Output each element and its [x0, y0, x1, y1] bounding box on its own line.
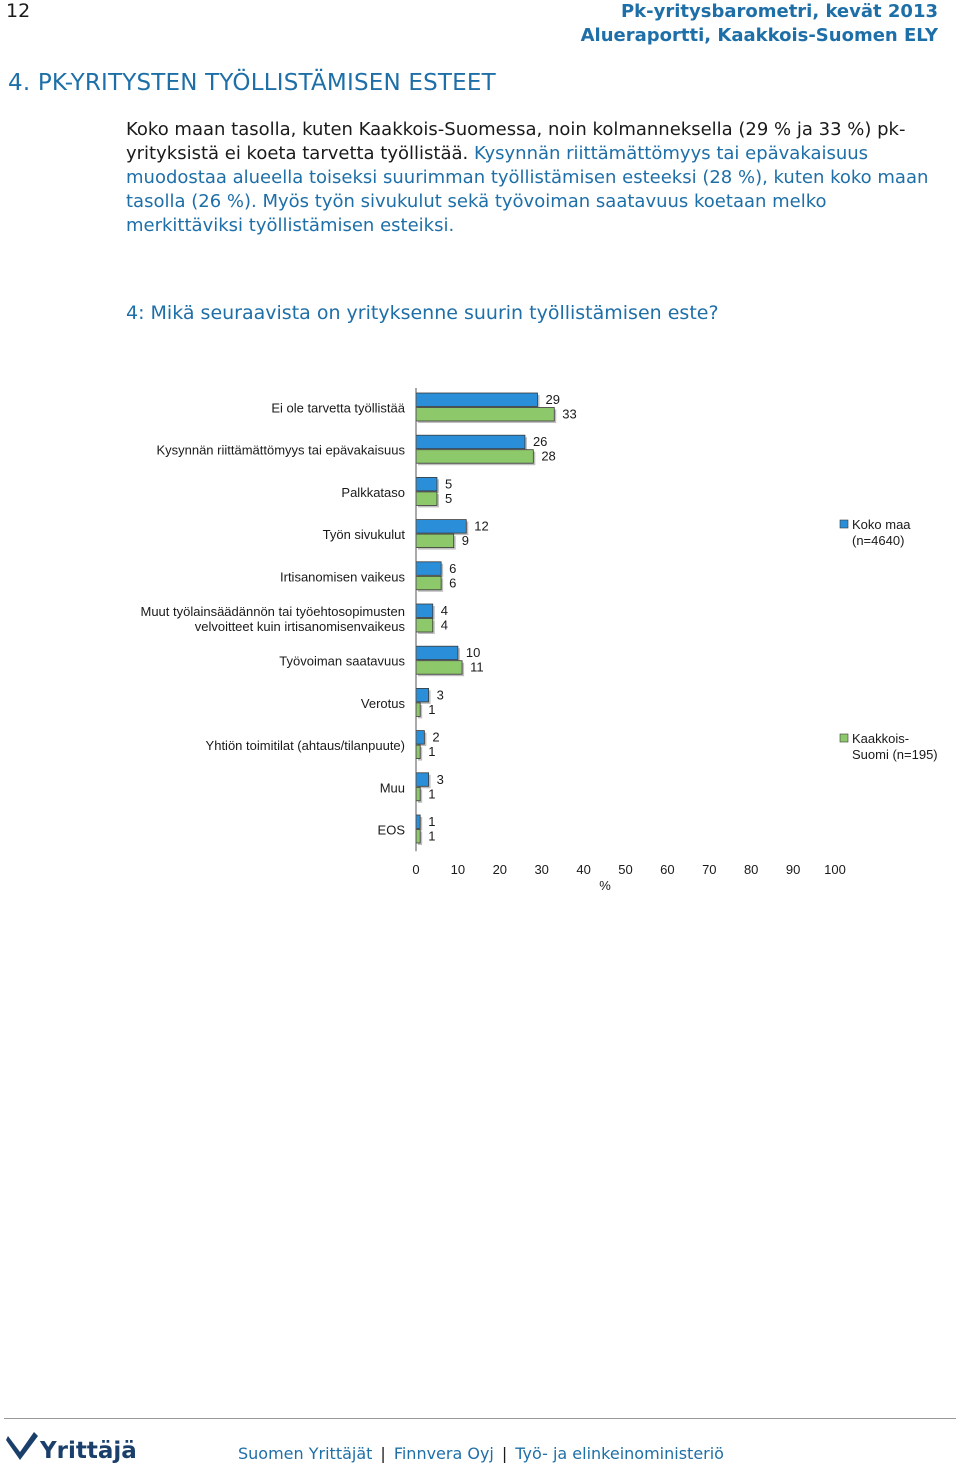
category-label: Työn sivukulut: [323, 527, 406, 542]
bar-koko-maa: [415, 730, 425, 745]
x-tick-label: 100: [824, 862, 846, 877]
paragraph-part-4: Myös työn sivukulut sekä työvoiman saata…: [126, 191, 827, 236]
category-label: velvoitteet kuin irtisanomisenvaikeus: [195, 619, 406, 634]
bar-kaakkois-suomi: [415, 702, 421, 717]
bar-kaakkois-suomi: [415, 575, 442, 591]
bar-kaakkois-suomi: [415, 449, 534, 464]
category-label: Irtisanomisen vaikeus: [280, 569, 405, 584]
category-label: Kysynnän riittämättömyys tai epävakaisuu…: [156, 443, 405, 458]
x-tick-label: 10: [451, 862, 465, 877]
x-tick-label: 20: [493, 862, 507, 877]
data-label: 28: [541, 449, 555, 464]
data-label: 29: [546, 392, 560, 407]
category-label: Yhtiön toimitilat (ahtaus/tilanpuute): [206, 738, 405, 753]
data-label: 4: [441, 618, 448, 633]
body-paragraph: Koko maan tasolla, kuten Kaakkois-Suomes…: [126, 118, 938, 238]
legend-label: Kaakkois-: [852, 731, 909, 746]
bar-koko-maa: [415, 645, 459, 661]
x-tick-label: 40: [576, 862, 590, 877]
bar-koko-maa: [415, 392, 538, 407]
category-label: Työvoiman saatavuus: [279, 654, 405, 669]
legend-label: Koko maa: [852, 517, 911, 532]
bar-kaakkois-suomi: [415, 786, 421, 802]
report-title: Pk-yritysbarometri, kevät 2013: [620, 1, 938, 22]
report-subtitle: Alueraportti, Kaakkois-Suomen ELY: [580, 25, 938, 46]
data-label: 1: [428, 744, 435, 759]
bar-kaakkois-suomi: [415, 407, 555, 422]
data-label: 1: [428, 702, 435, 717]
data-label: 12: [474, 519, 488, 534]
data-label: 6: [449, 575, 456, 590]
footer-publisher-2: Finnvera Oyj: [393, 1444, 494, 1463]
bar-koko-maa: [415, 519, 467, 534]
bar-kaakkois-suomi: [415, 829, 421, 844]
x-tick-label: 60: [660, 862, 674, 877]
page-number: 12: [6, 0, 31, 22]
x-axis-label: %: [599, 878, 611, 893]
category-label: Muut työlainsäädännön tai työehtosopimus…: [140, 604, 405, 619]
data-label: 33: [562, 407, 576, 422]
bar-koko-maa: [415, 434, 526, 450]
question-heading: 4: Mikä seuraavista on yrityksenne suuri…: [126, 302, 719, 324]
category-label: Muu: [380, 780, 405, 795]
category-label: EOS: [378, 823, 406, 838]
bar-kaakkois-suomi: [415, 660, 463, 675]
footer-divider: [4, 1418, 956, 1419]
bar-kaakkois-suomi: [415, 533, 455, 549]
footer-publisher-3: Työ- ja elinkeinoministeriö: [515, 1444, 724, 1463]
x-tick-label: 30: [534, 862, 548, 877]
data-label: 4: [441, 603, 448, 618]
x-tick-label: 0: [412, 862, 419, 877]
legend-label: Suomi (n=195): [852, 747, 938, 762]
bar-kaakkois-suomi: [415, 491, 438, 506]
data-label: 5: [445, 491, 452, 506]
bar-koko-maa: [415, 687, 429, 703]
footer-publisher-1: Suomen Yrittäjät: [238, 1444, 373, 1463]
x-tick-label: 80: [744, 862, 758, 877]
legend-swatch-koko-maa: [839, 519, 849, 529]
data-label: 3: [437, 687, 444, 702]
data-label: 9: [462, 533, 469, 548]
x-tick-label: 50: [618, 862, 632, 877]
category-label: Verotus: [361, 696, 406, 711]
bar-koko-maa: [415, 772, 429, 787]
bar-koko-maa: [415, 561, 442, 576]
data-label: 3: [437, 772, 444, 787]
footer-separator: |: [380, 1444, 386, 1463]
data-label: 5: [445, 476, 452, 491]
legend-label: (n=4640): [852, 533, 904, 548]
data-label: 1: [428, 814, 435, 829]
data-label: 10: [466, 645, 480, 660]
data-label: 11: [470, 660, 484, 675]
bar-koko-maa: [415, 814, 421, 829]
data-label: 2: [432, 730, 439, 745]
x-tick-label: 70: [702, 862, 716, 877]
bar-kaakkois-suomi: [415, 744, 421, 760]
category-label: Ei ole tarvetta työllistää: [271, 401, 405, 416]
legend-swatch-kaakkois-suomi: [839, 733, 849, 743]
logo-wordmark: Yrittäjät: [39, 1438, 136, 1464]
data-label: 6: [449, 561, 456, 576]
bar-kaakkois-suomi: [415, 618, 434, 633]
yrittajat-logo: Yrittäjät: [6, 1432, 136, 1464]
x-tick-label: 90: [786, 862, 800, 877]
data-label: 1: [428, 786, 435, 801]
footer-separator: |: [501, 1444, 508, 1463]
category-label: Palkkataso: [341, 485, 405, 500]
bar-koko-maa: [415, 603, 434, 618]
bar-koko-maa: [415, 477, 438, 492]
section-title: 4. PK-YRITYSTEN TYÖLLISTÄMISEN ESTEET: [8, 70, 496, 96]
data-label: 1: [428, 829, 435, 844]
paragraph-part-2: Kysynnän riittämättömyys tai epävakaisuu…: [126, 143, 929, 212]
report-header: Pk-yritysbarometri, kevät 2013 Aluerapor…: [581, 0, 938, 48]
data-label: 26: [533, 434, 547, 449]
paragraph-part-1: Koko maan tasolla, kuten Kaakkois-Suomes…: [126, 119, 906, 164]
footer-publishers: Suomen Yrittäjät | Finnvera Oyj | Työ- ja el…: [238, 1444, 724, 1463]
